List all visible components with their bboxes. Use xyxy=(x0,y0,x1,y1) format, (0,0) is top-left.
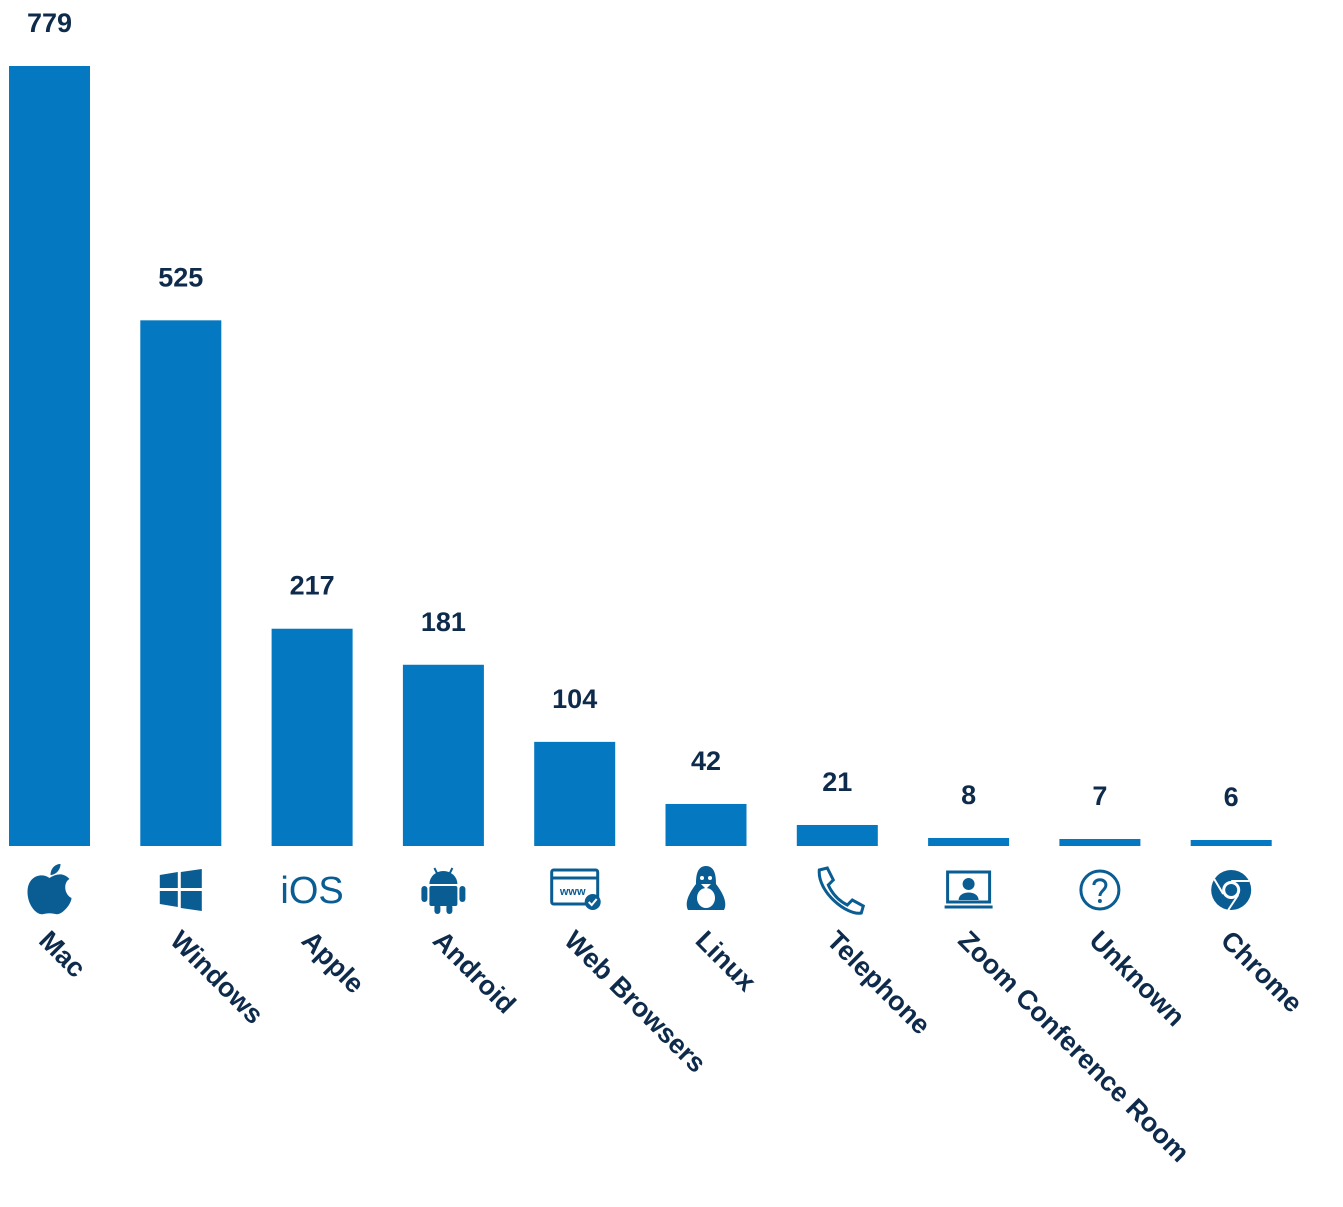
apple-icon xyxy=(27,864,72,915)
value-label: 21 xyxy=(822,767,852,797)
bar xyxy=(534,741,616,846)
chrome-icon xyxy=(1211,870,1252,911)
bar xyxy=(796,824,878,846)
category-label: Apple xyxy=(296,925,370,999)
bar xyxy=(1190,839,1272,846)
bar xyxy=(9,66,90,846)
value-label: 779 xyxy=(27,8,72,38)
category-label: Mac xyxy=(33,925,91,983)
unknown-icon xyxy=(1079,869,1121,911)
bar xyxy=(271,628,353,846)
linux-icon xyxy=(686,866,726,910)
category-label: Linux xyxy=(690,925,762,997)
value-label: 525 xyxy=(158,262,203,292)
bar xyxy=(140,320,222,846)
value-label: 104 xyxy=(552,684,597,714)
value-label: 6 xyxy=(1224,782,1239,812)
bar xyxy=(402,664,484,846)
web-icon-text: www xyxy=(559,886,586,898)
value-label: 181 xyxy=(421,607,466,637)
windows-icon xyxy=(159,869,202,911)
category-label: Web Browsers xyxy=(558,925,711,1078)
bar xyxy=(928,837,1010,846)
zoom-room-icon xyxy=(944,870,993,909)
ios-icon: iOS xyxy=(280,870,343,912)
category-label: Telephone xyxy=(821,925,936,1040)
web-icon: www xyxy=(550,868,601,910)
bar xyxy=(1059,838,1141,846)
value-label: 217 xyxy=(290,571,335,601)
bar xyxy=(665,803,747,846)
value-label: 42 xyxy=(691,746,721,776)
category-label: Windows xyxy=(165,925,270,1030)
icons: iOS www xyxy=(27,864,1252,915)
category-label: Chrome xyxy=(1215,925,1308,1018)
android-icon xyxy=(421,867,466,914)
telephone-icon xyxy=(817,866,866,915)
category-label: Android xyxy=(427,925,521,1019)
category-label: Unknown xyxy=(1084,925,1191,1032)
value-label: 8 xyxy=(961,780,976,810)
category-label: Zoom Conference Room xyxy=(952,925,1195,1168)
value-label: 7 xyxy=(1092,781,1107,811)
